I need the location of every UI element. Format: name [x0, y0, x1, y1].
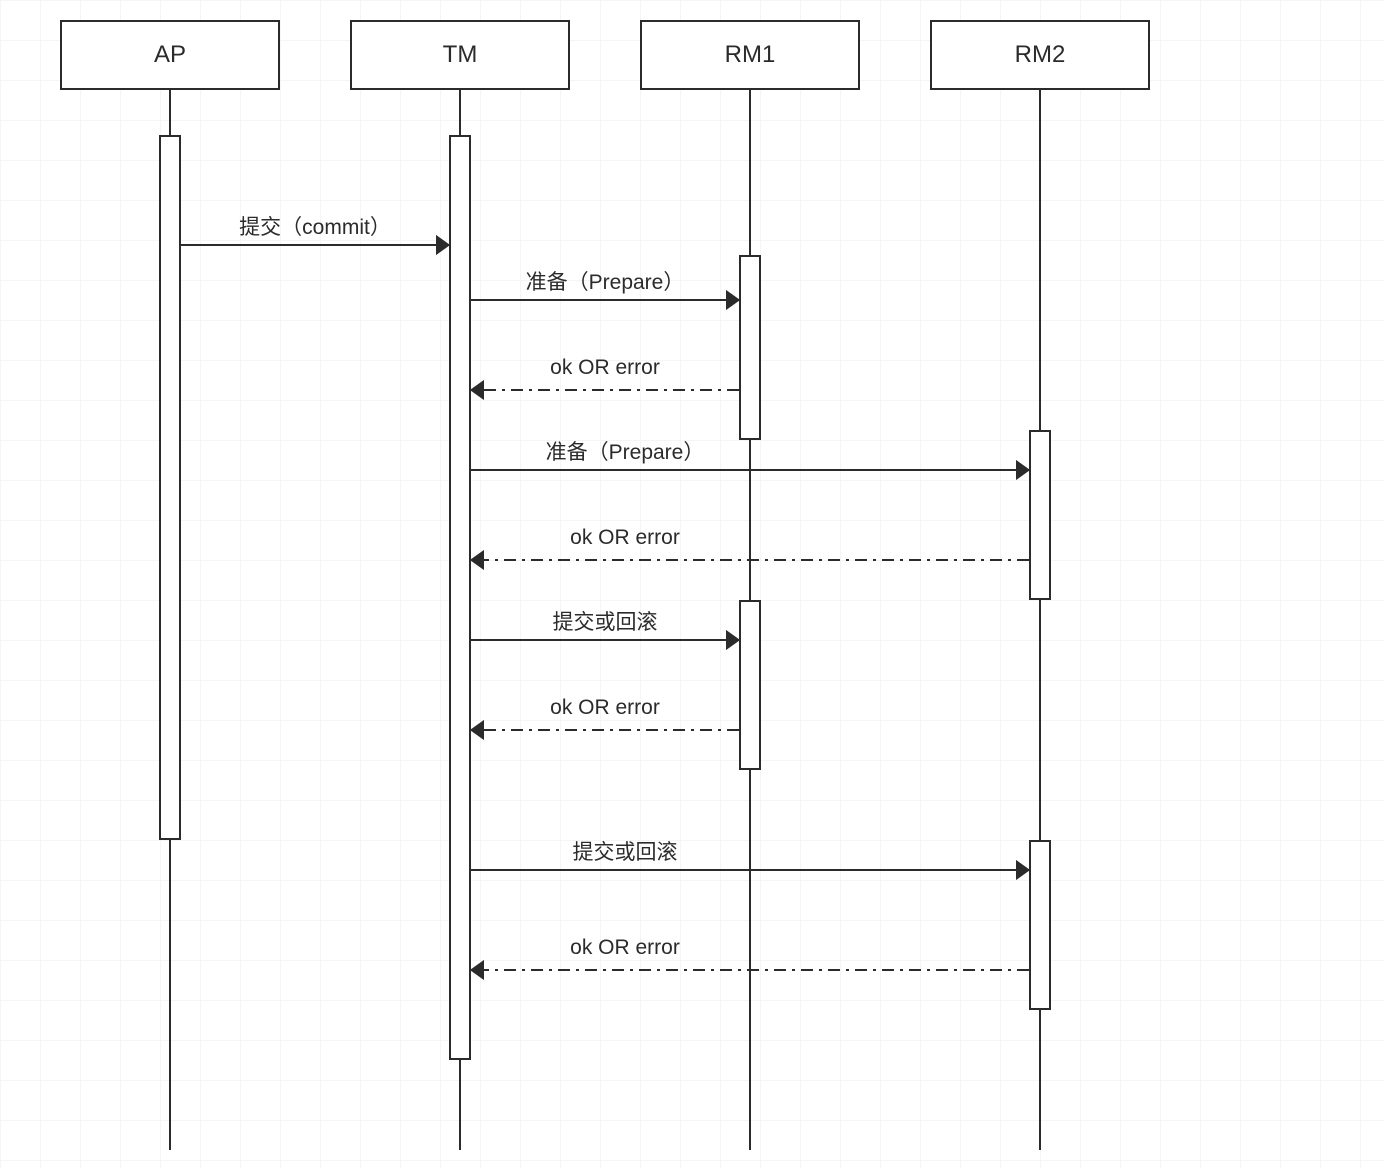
diagram-svg-overlay	[0, 0, 1384, 1168]
sequence-diagram: APTMRM1RM2提交（commit）准备（Prepare）ok OR err…	[0, 0, 1384, 1168]
